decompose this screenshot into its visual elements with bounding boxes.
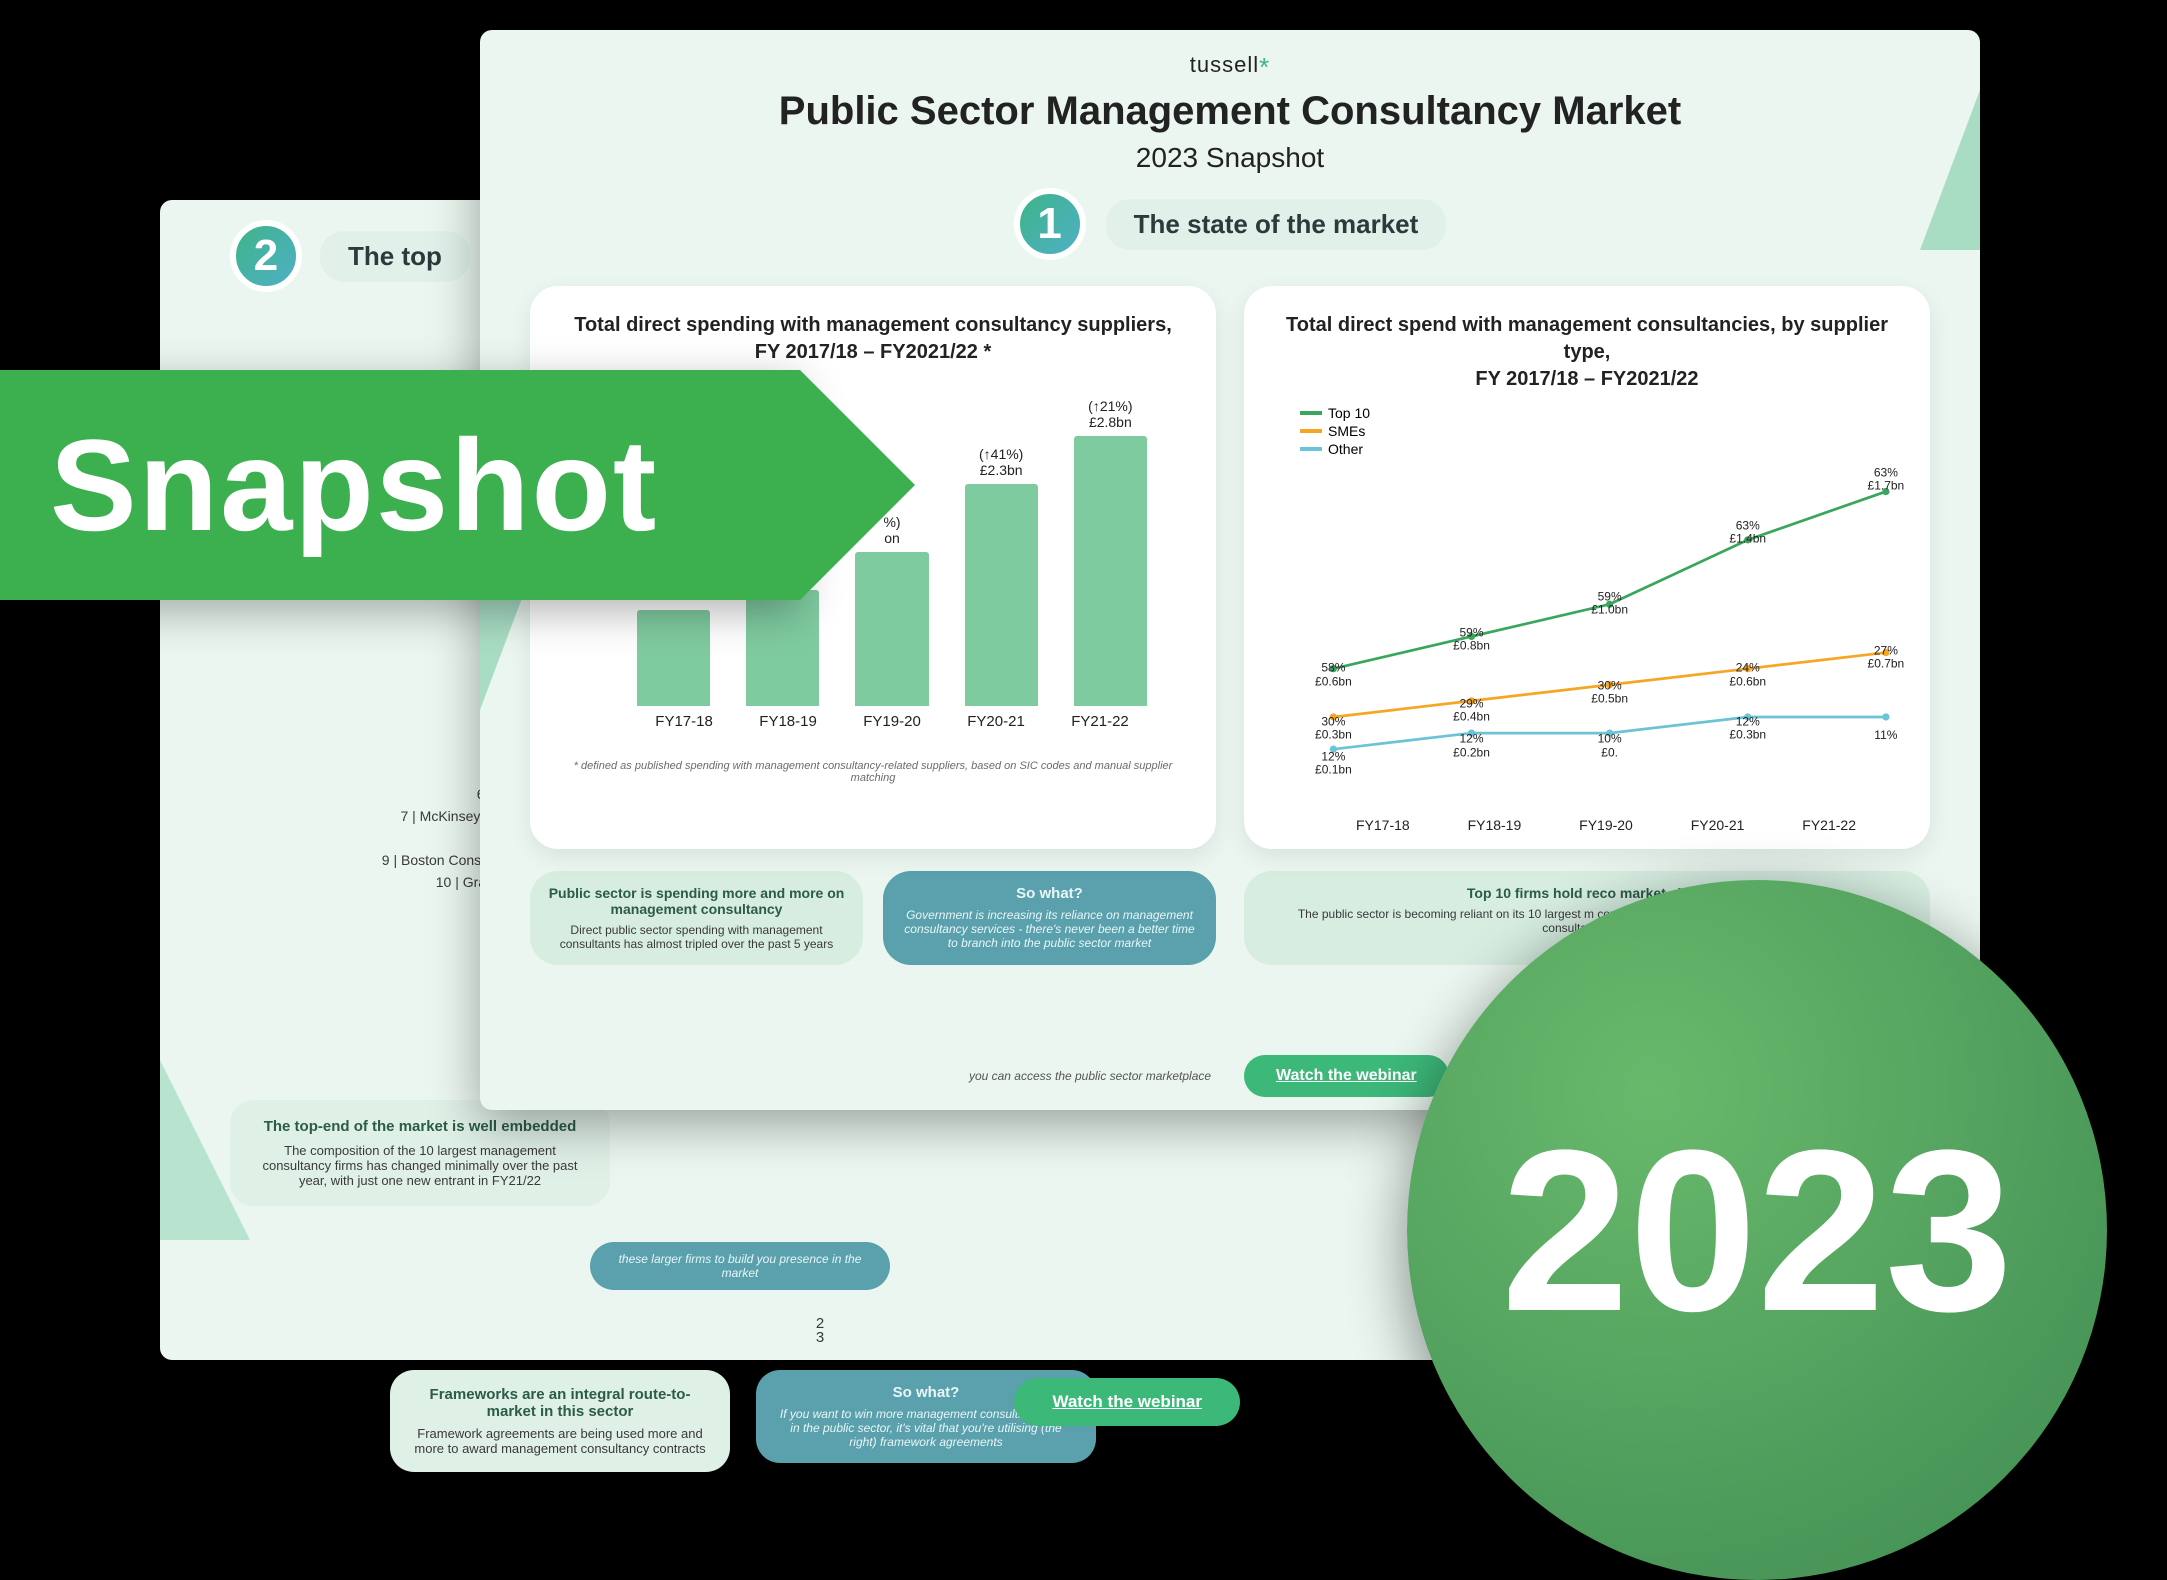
year-circle: 2023 xyxy=(1407,880,2107,1580)
bar-column xyxy=(741,584,824,706)
card-title: Frameworks are an integral route-to-mark… xyxy=(412,1386,708,1420)
under-left: Public sector is spending more and more … xyxy=(530,871,1216,965)
line-series xyxy=(1333,492,1885,669)
watch-webinar-button[interactable]: Watch the webinar xyxy=(1244,1055,1449,1097)
section-number-2: 2 xyxy=(230,220,302,292)
line-point-label: 11% xyxy=(1874,728,1897,741)
card-body: Direct public sector spending with manag… xyxy=(548,923,845,951)
card-body: Framework agreements are being used more… xyxy=(412,1426,708,1456)
line-point-label: 63%£1.7bn xyxy=(1868,466,1905,492)
bar xyxy=(746,590,819,706)
card-body: Government is increasing its reliance on… xyxy=(901,908,1198,950)
section-number-1: 1 xyxy=(1014,188,1086,260)
watch-webinar-area-back: Watch the webinar xyxy=(1014,1378,1240,1426)
sub-title: 2023 Snapshot xyxy=(480,142,1980,174)
section-2-badge: 2 The top xyxy=(230,220,470,292)
snapshot-label: Snapshot xyxy=(50,410,658,560)
section-2-label: The top xyxy=(320,231,470,282)
line-point-label: 12%£0.3bn xyxy=(1729,715,1766,741)
bar-column: (↑21%)£2.8bn xyxy=(1069,398,1152,706)
line-point-label: 59%£1.0bn xyxy=(1591,591,1628,617)
line-point-label: 27%£0.7bn xyxy=(1868,644,1905,670)
insight-card-frameworks: Frameworks are an integral route-to-mark… xyxy=(390,1370,730,1472)
bar xyxy=(637,610,710,706)
line-point-label: 58%£0.6bn xyxy=(1315,662,1352,688)
bar-column xyxy=(632,604,715,706)
card-title: Public sector is spending more and more … xyxy=(548,885,845,917)
line-axis-label: FY19-20 xyxy=(1550,817,1662,833)
insight-card-top-end: The top-end of the market is well embedd… xyxy=(230,1100,610,1206)
line-axis-label: FY17-18 xyxy=(1327,817,1439,833)
section-1-badge: 1 The state of the market xyxy=(480,188,1980,260)
line-point-label: 24%£0.6bn xyxy=(1729,662,1766,688)
line-point-label: 30%£0.3bn xyxy=(1315,715,1352,741)
bar xyxy=(1074,436,1147,706)
brand-logo: tussell* xyxy=(480,30,1980,83)
card-title: So what? xyxy=(901,885,1198,902)
line-point-label: 10%£0. xyxy=(1598,733,1622,759)
bar-axis-label: FY17-18 xyxy=(632,713,736,730)
year-label: 2023 xyxy=(1501,1098,2013,1363)
main-title: Public Sector Management Consultancy Mar… xyxy=(480,89,1980,134)
bar-axis-label: FY20-21 xyxy=(944,713,1048,730)
line-point-label: 63%£1.4bn xyxy=(1729,520,1766,546)
bar-chart-title: Total direct spending with management co… xyxy=(556,312,1190,366)
line-point-label: 29%£0.4bn xyxy=(1453,698,1490,724)
line-axis-label: FY21-22 xyxy=(1773,817,1885,833)
bar-value-label: (↑21%)£2.8bn xyxy=(1088,398,1132,430)
bar-axis-label: FY19-20 xyxy=(840,713,944,730)
line-chart: Top 10SMEsOther FY17-18FY18-19FY19-20FY2… xyxy=(1270,403,1904,833)
card-body: The composition of the 10 largest manage… xyxy=(254,1143,586,1188)
line-point-label: 30%£0.5bn xyxy=(1591,680,1628,706)
line-axis-label: FY20-21 xyxy=(1662,817,1774,833)
back-bottom-row: Frameworks are an integral route-to-mark… xyxy=(390,1370,1096,1472)
line-point-label: 12%£0.2bn xyxy=(1453,733,1490,759)
line-point xyxy=(1882,713,1889,720)
bar-axis-label: FY21-22 xyxy=(1048,713,1152,730)
line-point-label: 59%£0.8bn xyxy=(1453,626,1490,652)
bar xyxy=(965,484,1038,706)
line-axis-label: FY18-19 xyxy=(1439,817,1551,833)
line-chart-svg xyxy=(1270,403,1904,792)
watch-webinar-button[interactable]: Watch the webinar xyxy=(1014,1378,1240,1426)
insight-card-spending-more: Public sector is spending more and more … xyxy=(530,871,863,965)
card-title: The top-end of the market is well embedd… xyxy=(254,1118,586,1135)
teal-fragment-presence: these larger firms to build you presence… xyxy=(590,1242,890,1290)
bar-axis-label: FY18-19 xyxy=(736,713,840,730)
page-number-3: 3 xyxy=(816,1329,824,1346)
sowhat-card-left: So what? Government is increasing its re… xyxy=(883,871,1216,965)
line-point-label: 12%£0.1bn xyxy=(1315,751,1352,777)
section-1-label: The state of the market xyxy=(1106,199,1447,250)
snapshot-banner: Snapshot xyxy=(0,370,800,600)
bar-value-label: (↑41%)£2.3bn xyxy=(979,446,1023,478)
bar-chart-footnote: * defined as published spending with man… xyxy=(556,760,1190,784)
line-chart-panel: Total direct spend with management consu… xyxy=(1244,286,1930,849)
line-chart-title: Total direct spend with management consu… xyxy=(1270,312,1904,393)
bar-column: (↑41%)£2.3bn xyxy=(960,446,1043,706)
watch-tail-text: you can access the public sector marketp… xyxy=(960,1069,1220,1083)
decor-triangle xyxy=(1920,90,1980,250)
